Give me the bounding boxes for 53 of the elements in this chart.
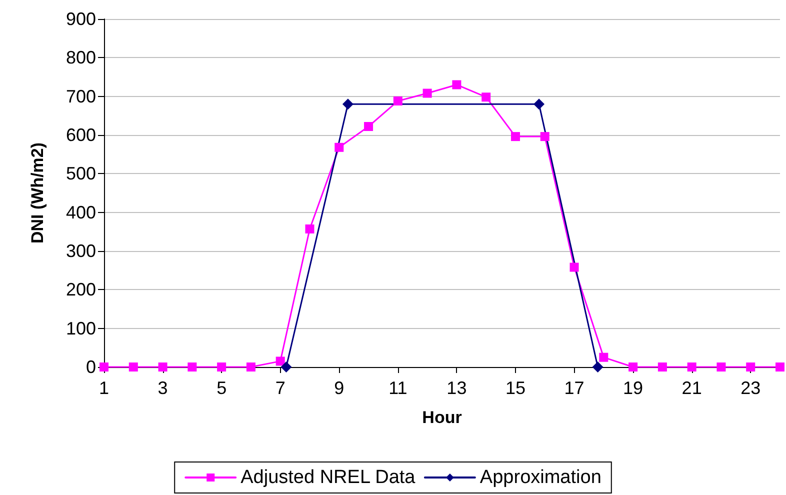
y-tick-label: 200 xyxy=(66,280,96,300)
x-tick-label: 23 xyxy=(740,378,761,398)
y-tick-label: 900 xyxy=(66,9,96,29)
x-tick-label: 11 xyxy=(388,378,408,398)
point xyxy=(217,362,226,372)
y-tick-label: 300 xyxy=(66,241,96,261)
x-tick-label: 19 xyxy=(623,378,644,398)
point xyxy=(305,224,314,234)
y-tick-label: 0 xyxy=(86,357,96,377)
point xyxy=(246,362,256,372)
point xyxy=(570,262,579,272)
y-tick-label: 700 xyxy=(66,86,96,106)
x-tick-label: 15 xyxy=(505,378,526,398)
point xyxy=(482,92,491,102)
point xyxy=(364,122,374,131)
x-tick-label: 1 xyxy=(98,378,110,398)
x-tick-label: 13 xyxy=(446,378,467,398)
x-tick-label: 7 xyxy=(275,378,286,398)
point xyxy=(628,362,638,372)
x-tick-label: 5 xyxy=(216,378,227,398)
point xyxy=(334,142,344,152)
point xyxy=(658,362,667,372)
point xyxy=(422,88,432,98)
point xyxy=(716,362,726,372)
y-tick-label: 500 xyxy=(66,164,96,184)
y-tick-label: 600 xyxy=(66,125,96,145)
x-tick-label: 9 xyxy=(334,378,344,398)
point xyxy=(592,362,604,372)
point xyxy=(342,98,354,110)
point xyxy=(393,96,402,106)
y-tick-label: 800 xyxy=(66,48,96,68)
point xyxy=(280,362,292,372)
y-tick-label: 400 xyxy=(66,202,96,222)
point xyxy=(510,132,520,142)
point xyxy=(746,362,756,372)
y-tick-label: 100 xyxy=(66,318,96,338)
y-axis-title: DNI (Wh/m2) xyxy=(28,142,47,244)
point xyxy=(776,362,784,372)
legend-label: Adjusted NREL Data xyxy=(240,467,416,488)
point xyxy=(188,362,197,372)
point xyxy=(540,132,550,142)
x-tick-label: 17 xyxy=(564,378,584,398)
point xyxy=(452,80,462,90)
point xyxy=(533,98,544,110)
x-tick-label: 21 xyxy=(682,378,702,398)
point xyxy=(687,362,696,372)
point xyxy=(276,356,285,366)
x-tick-label: 3 xyxy=(158,378,168,398)
point xyxy=(128,362,138,372)
point xyxy=(158,362,168,372)
point xyxy=(599,352,608,362)
x-axis-title: Hour xyxy=(422,408,462,427)
legend-label: Approximation xyxy=(480,467,602,488)
